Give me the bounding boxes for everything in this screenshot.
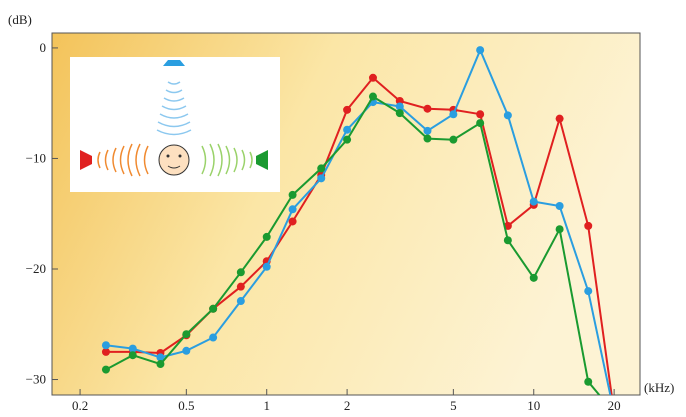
data-point: [476, 110, 485, 119]
y-tick-label: −10: [26, 150, 46, 165]
data-point: [529, 273, 538, 282]
series-line: [105, 47, 612, 395]
data-point: [262, 232, 271, 241]
series-line: [105, 95, 601, 395]
data-point: [584, 287, 593, 296]
data-point: [317, 174, 326, 183]
data-point: [476, 119, 485, 128]
data-point: [182, 330, 191, 339]
data-point: [156, 360, 165, 369]
data-point: [449, 110, 458, 119]
x-tick-label: 0.2: [72, 398, 88, 412]
data-point: [128, 344, 137, 353]
data-point: [343, 105, 352, 114]
data-point: [317, 164, 326, 173]
data-point: [288, 205, 297, 214]
y-tick-label: 0: [40, 40, 47, 55]
data-point: [368, 73, 377, 82]
data-point: [209, 304, 218, 313]
data-point: [236, 268, 245, 277]
data-point: [128, 351, 137, 360]
data-point: [182, 346, 191, 355]
y-tick-label: −30: [26, 372, 46, 387]
data-point: [584, 221, 593, 230]
data-point: [555, 114, 564, 123]
x-tick-label: 0.5: [178, 398, 194, 412]
plot: [101, 46, 613, 395]
data-point: [262, 262, 271, 271]
data-point: [395, 96, 404, 105]
data-point: [395, 102, 404, 111]
x-axis-label: (kHz): [644, 380, 674, 395]
data-point: [584, 377, 593, 386]
data-point: [101, 347, 110, 356]
data-point: [236, 297, 245, 306]
data-point: [423, 134, 432, 143]
data-point: [476, 46, 485, 55]
data-point: [423, 126, 432, 135]
x-tick-label: 2: [344, 398, 351, 412]
data-point: [395, 109, 404, 118]
data-point: [101, 341, 110, 350]
data-point: [368, 92, 377, 101]
x-tick-label: 10: [527, 398, 540, 412]
data-point: [343, 125, 352, 134]
data-point: [156, 353, 165, 362]
data-point: [288, 190, 297, 199]
x-tick-label: 1: [263, 398, 270, 412]
data-point: [209, 333, 218, 342]
data-point: [423, 104, 432, 113]
data-point: [503, 111, 512, 120]
data-point: [449, 135, 458, 144]
data-point: [101, 365, 110, 374]
y-axis-label: (dB): [8, 12, 32, 27]
data-point: [236, 282, 245, 291]
data-point: [555, 225, 564, 234]
illustration: [70, 57, 280, 192]
x-tick-label: 5: [450, 398, 457, 412]
data-point: [529, 197, 538, 206]
data-point: [503, 236, 512, 245]
data-point: [288, 217, 297, 226]
data-point: [343, 135, 352, 144]
x-tick-label: 20: [608, 398, 621, 412]
data-point: [555, 201, 564, 210]
y-tick-label: −20: [26, 261, 46, 276]
